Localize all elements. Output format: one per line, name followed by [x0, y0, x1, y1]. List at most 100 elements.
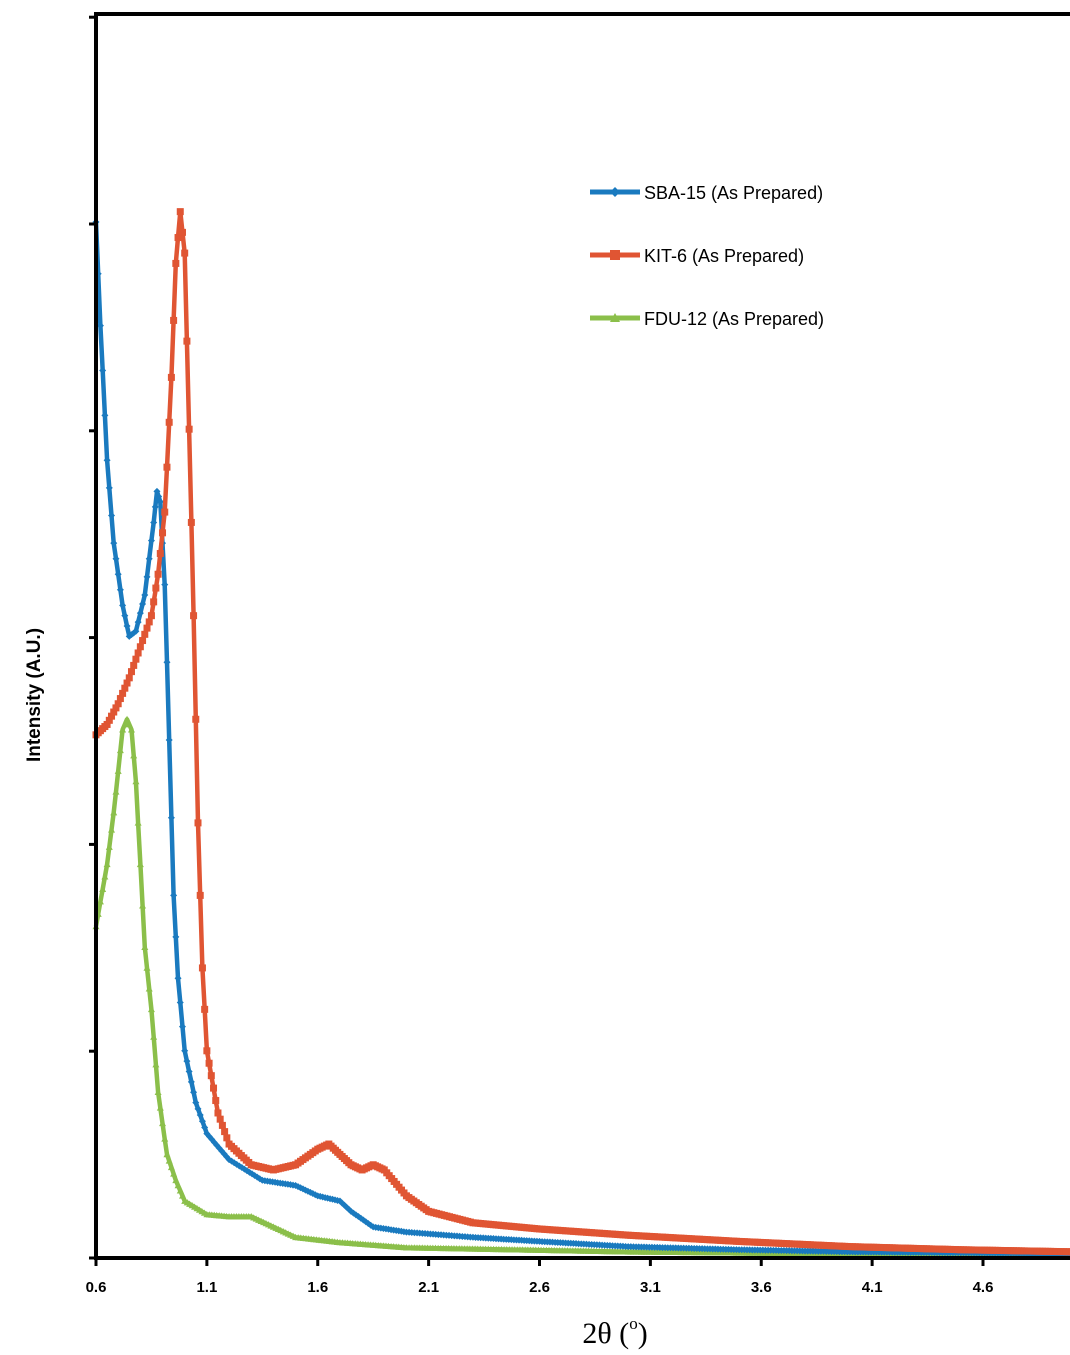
x-tick-label: 4.6: [973, 1279, 994, 1296]
data-point: [192, 715, 200, 723]
data-point: [150, 598, 158, 606]
data-point: [145, 618, 153, 626]
data-point: [145, 555, 153, 563]
legend-swatch-marker: [610, 313, 620, 322]
data-point: [141, 943, 149, 950]
data-point: [145, 985, 153, 992]
data-point: [130, 752, 138, 759]
data-point: [161, 508, 169, 516]
data-point: [101, 411, 109, 419]
data-point: [110, 809, 118, 816]
data-point: [156, 550, 164, 558]
data-point: [185, 425, 193, 433]
x-tick-label: 1.1: [196, 1279, 217, 1296]
data-point: [198, 1117, 206, 1125]
data-point: [161, 1135, 169, 1142]
data-point: [103, 720, 111, 728]
data-point: [134, 649, 142, 657]
data-point: [151, 503, 159, 511]
data-point: [214, 1109, 222, 1117]
series-line: [93, 221, 1070, 1257]
data-point: [152, 1061, 160, 1068]
data-point: [181, 1047, 189, 1055]
data-point: [161, 581, 169, 589]
series-diamond-group: [92, 218, 1070, 1258]
data-point: [121, 612, 129, 620]
data-point: [196, 891, 204, 899]
series-line: [93, 717, 1070, 1258]
data-point: [210, 1084, 218, 1092]
data-point: [119, 689, 127, 697]
data-point: [110, 539, 118, 547]
data-point: [183, 337, 191, 345]
x-axis-label: 2θ (o): [582, 1314, 647, 1350]
data-point: [176, 998, 184, 1006]
data-point: [125, 674, 133, 682]
data-point: [170, 316, 178, 324]
data-point: [112, 704, 120, 712]
x-ticks: 0.6 1.1 1.6 2.1 2.6 3.1 3.6 4.1 4.6: [86, 1258, 994, 1296]
data-point: [119, 601, 127, 609]
data-point: [185, 1068, 193, 1076]
data-point: [139, 600, 147, 608]
data-point: [207, 1072, 215, 1080]
data-point: [218, 1121, 226, 1129]
data-point: [108, 826, 116, 833]
data-point: [172, 1176, 180, 1184]
data-point: [187, 518, 195, 526]
data-point: [165, 418, 173, 426]
series-triangle-group: [92, 715, 1070, 1258]
x-tick-label: 2.6: [529, 1279, 550, 1296]
data-point: [123, 679, 131, 687]
data-point: [112, 788, 120, 795]
data-point: [1068, 1248, 1070, 1256]
data-point: [155, 493, 163, 501]
data-point: [154, 1088, 162, 1096]
data-point: [190, 1088, 198, 1096]
data-point: [101, 873, 109, 880]
plot-area: [92, 208, 1070, 1258]
data-point: [132, 655, 140, 663]
data-point: [99, 885, 107, 892]
x-tick-label: 3.6: [751, 1279, 772, 1296]
data-point: [174, 1181, 182, 1189]
data-point: [203, 1047, 211, 1055]
data-point: [110, 708, 118, 716]
data-point: [127, 726, 135, 733]
data-point: [103, 456, 111, 464]
data-point: [221, 1128, 229, 1136]
data-point: [172, 259, 180, 267]
data-point: [123, 622, 131, 630]
data-point: [105, 484, 113, 492]
data-point: [132, 627, 140, 635]
legend-label: FDU-12 (As Prepared): [644, 309, 824, 329]
legend: SBA-15 (As Prepared) KIT-6 (As Prepared) F…: [590, 183, 824, 329]
data-point: [139, 902, 147, 909]
data-point: [178, 228, 186, 236]
data-point: [99, 366, 107, 374]
data-point: [108, 512, 116, 520]
data-point: [163, 1150, 171, 1158]
data-point: [163, 658, 171, 666]
data-point: [132, 777, 140, 785]
x-tick-label: 0.6: [86, 1279, 107, 1296]
data-point: [205, 1059, 213, 1067]
x-tick-label: 1.6: [307, 1279, 328, 1296]
data-point: [174, 234, 182, 242]
series-square-group: [92, 208, 1070, 1256]
data-point: [167, 1163, 175, 1171]
y-ticks: [89, 15, 96, 1260]
series-line: [94, 209, 1070, 1254]
data-point: [212, 1097, 220, 1105]
data-point: [116, 695, 124, 703]
x-tick-label: 3.1: [640, 1279, 661, 1296]
data-point: [187, 1078, 195, 1086]
data-point: [143, 573, 151, 581]
data-point: [194, 1105, 202, 1113]
data-point: [165, 736, 173, 744]
data-point: [130, 661, 138, 669]
data-point: [152, 584, 160, 592]
data-point: [123, 715, 131, 723]
data-point: [216, 1115, 224, 1123]
data-point: [150, 1033, 158, 1040]
